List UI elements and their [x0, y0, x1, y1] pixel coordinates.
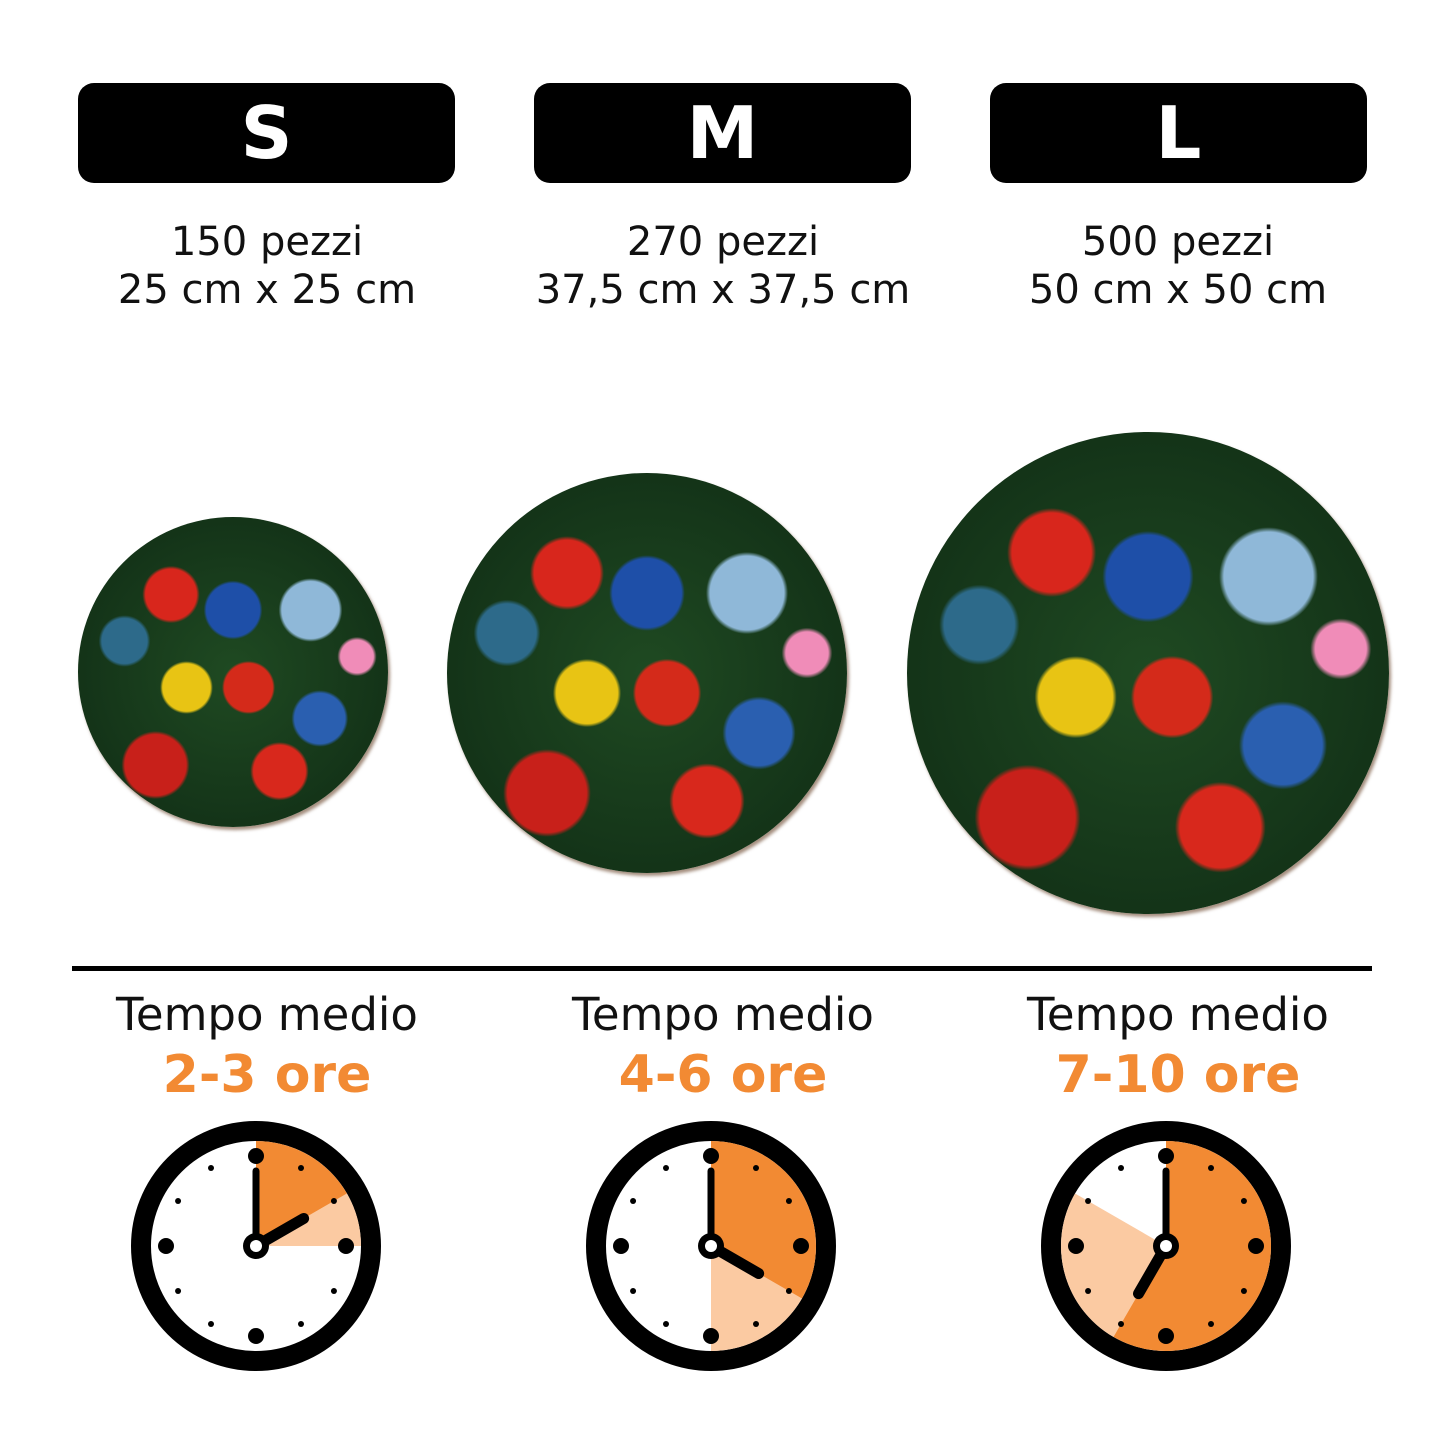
dimensions: 25 cm x 25 cm [117, 267, 417, 313]
time-value: 4-6 ore [618, 1045, 828, 1105]
clock-tick [175, 1288, 182, 1294]
time-label: Tempo medio [1027, 988, 1329, 1041]
clock-tick [1158, 1148, 1174, 1164]
clock-tick [753, 1165, 759, 1172]
puzzle-image-s [78, 517, 388, 827]
clock-tick [613, 1238, 629, 1254]
clock-tick [1240, 1288, 1247, 1294]
time-value: 7-10 ore [1055, 1045, 1301, 1105]
clock-tick [338, 1238, 354, 1254]
clock-tick [1118, 1165, 1124, 1172]
pieces-count: 500 pezzi [1081, 219, 1275, 265]
clock-tick [630, 1288, 637, 1294]
clock-tick [330, 1198, 337, 1204]
puzzle-image-m [447, 473, 847, 873]
clock-tick [703, 1148, 719, 1164]
clock-range-dark [1113, 1141, 1271, 1351]
clock-pivot-center [250, 1240, 262, 1252]
clock-range-light [711, 1246, 802, 1351]
spec-s: 150 pezzi 25 cm x 25 cm [37, 218, 497, 314]
dimensions: 50 cm x 50 cm [1028, 267, 1328, 313]
clock-tick [208, 1165, 214, 1172]
spec-m: 270 pezzi 37,5 cm x 37,5 cm [493, 218, 953, 314]
clock-tick [1068, 1238, 1084, 1254]
spec-l: 500 pezzi 50 cm x 50 cm [948, 218, 1408, 314]
clock-tick [1248, 1238, 1264, 1254]
clock-tick [158, 1238, 174, 1254]
size-label: S [240, 91, 293, 175]
time-label: Tempo medio [572, 988, 874, 1041]
dimensions: 37,5 cm x 37,5 cm [535, 267, 911, 313]
divider [72, 966, 1372, 971]
clock-range-light [1061, 1193, 1166, 1337]
clock-tick [663, 1165, 669, 1172]
pieces-count: 150 pezzi [170, 219, 364, 265]
clock-tick [785, 1288, 792, 1294]
size-badge-l: L [990, 83, 1367, 183]
clock-tick [703, 1328, 719, 1344]
clock-tick [298, 1320, 304, 1327]
clock-tick [1158, 1328, 1174, 1344]
clock-tick [175, 1198, 182, 1204]
clock-tick [663, 1320, 669, 1327]
clock-pivot-center [705, 1240, 717, 1252]
clock-tick [1085, 1288, 1092, 1294]
clock-icon-s [131, 1121, 381, 1371]
clock-tick [248, 1148, 264, 1164]
clock-tick [1085, 1198, 1092, 1204]
time-l: Tempo medio 7-10 ore [948, 988, 1408, 1108]
clock-tick [298, 1165, 304, 1172]
clock-tick [208, 1320, 214, 1327]
clock-tick [1118, 1320, 1124, 1327]
time-s: Tempo medio 2-3 ore [37, 988, 497, 1108]
clock-tick [1240, 1198, 1247, 1204]
time-m: Tempo medio 4-6 ore [493, 988, 953, 1108]
clock-tick [1208, 1320, 1214, 1327]
size-label: M [686, 91, 759, 175]
size-label: L [1155, 91, 1202, 175]
time-label: Tempo medio [116, 988, 418, 1041]
clock-tick [248, 1328, 264, 1344]
size-badge-m: M [534, 83, 911, 183]
clock-tick [1208, 1165, 1214, 1172]
puzzle-image-l [907, 432, 1389, 914]
clock-tick [630, 1198, 637, 1204]
clock-range-dark [256, 1141, 347, 1246]
clock-tick [330, 1288, 337, 1294]
clock-pivot-center [1160, 1240, 1172, 1252]
size-badge-s: S [78, 83, 455, 183]
clock-icon-m [586, 1121, 836, 1371]
pieces-count: 270 pezzi [626, 219, 820, 265]
time-value: 2-3 ore [162, 1045, 372, 1105]
clock-tick [793, 1238, 809, 1254]
clock-icon-l [1041, 1121, 1291, 1371]
clock-tick [753, 1320, 759, 1327]
clock-tick [785, 1198, 792, 1204]
